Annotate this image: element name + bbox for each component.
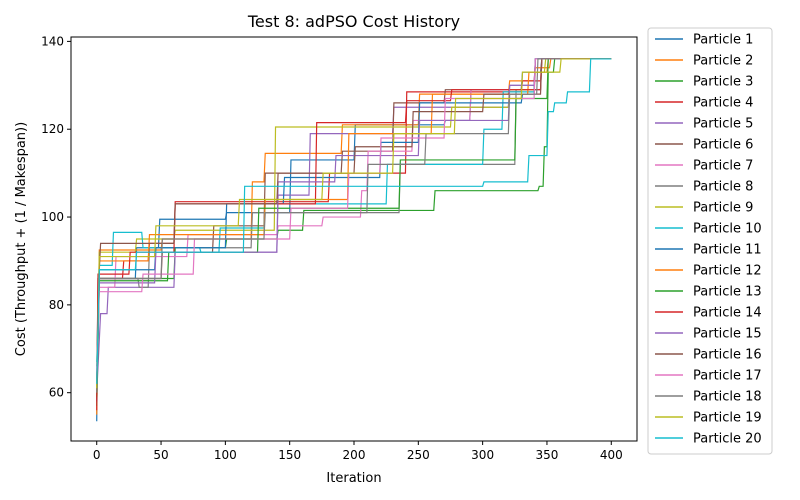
y-tick-label: 80 xyxy=(49,298,64,312)
legend-entry: Particle 9 xyxy=(693,201,753,216)
series-line-particle-20 xyxy=(96,58,612,384)
y-tick-label: 120 xyxy=(41,122,64,136)
legend-entry: Particle 12 xyxy=(693,264,762,279)
legend-entry: Particle 17 xyxy=(693,369,762,384)
legend-entry: Particle 8 xyxy=(693,180,753,195)
legend-entry: Particle 14 xyxy=(693,306,762,321)
legend-entry: Particle 18 xyxy=(693,390,762,405)
y-axis-label: Cost (Throughput + (1 / Makespan)) xyxy=(14,122,29,356)
legend-entry: Particle 15 xyxy=(693,327,762,342)
legend-entry: Particle 20 xyxy=(693,432,762,447)
series-line-particle-18 xyxy=(96,58,612,393)
legend-entry: Particle 11 xyxy=(693,243,762,258)
series-line-particle-16 xyxy=(96,58,612,389)
legend-entry: Particle 4 xyxy=(693,96,753,111)
x-tick-label: 0 xyxy=(93,448,101,462)
series-line-particle-9 xyxy=(96,58,612,384)
x-tick-label: 250 xyxy=(407,448,430,462)
series-line-particle-15 xyxy=(96,58,612,380)
legend-entry: Particle 13 xyxy=(693,285,762,300)
x-tick-label: 150 xyxy=(278,448,301,462)
legend-entry: Particle 19 xyxy=(693,411,762,426)
legend: Particle 1 Particle 2 Particle 3 Particle 4… xyxy=(647,27,773,455)
y-tick-label: 100 xyxy=(41,210,64,224)
x-axis-label: Iteration xyxy=(326,471,381,486)
series-line-particle-7 xyxy=(96,58,612,376)
legend-entry: Particle 10 xyxy=(693,222,762,237)
legend-entry: Particle 2 xyxy=(693,54,753,69)
plot-area xyxy=(96,58,612,422)
x-tick-label: 400 xyxy=(600,448,623,462)
x-tick-label: 200 xyxy=(343,448,366,462)
chart-title: Test 8: adPSO Cost History xyxy=(247,12,460,31)
legend-entry: Particle 1 xyxy=(693,33,753,48)
axes: 0 50 100 150 200 250 300 350 400 60 80 100 120 140 xyxy=(41,34,638,462)
legend-box xyxy=(647,27,773,455)
legend-entry: Particle 16 xyxy=(693,348,762,363)
legend-entry: Particle 6 xyxy=(693,138,753,153)
legend-entry: Particle 3 xyxy=(693,75,753,90)
y-tick-label: 140 xyxy=(41,34,64,48)
series-line-particle-6 xyxy=(96,58,612,384)
series-line-particle-14 xyxy=(96,58,612,402)
x-tick-label: 50 xyxy=(153,448,168,462)
y-tick-label: 60 xyxy=(49,386,64,400)
series-line-particle-17 xyxy=(96,58,612,371)
series-line-particle-13 xyxy=(96,58,612,398)
legend-entry: Particle 5 xyxy=(693,117,753,132)
x-tick-label: 100 xyxy=(214,448,237,462)
x-tick-label: 300 xyxy=(471,448,494,462)
legend-entry: Particle 7 xyxy=(693,159,753,174)
x-tick-label: 350 xyxy=(536,448,559,462)
series-line-particle-19 xyxy=(96,58,612,389)
